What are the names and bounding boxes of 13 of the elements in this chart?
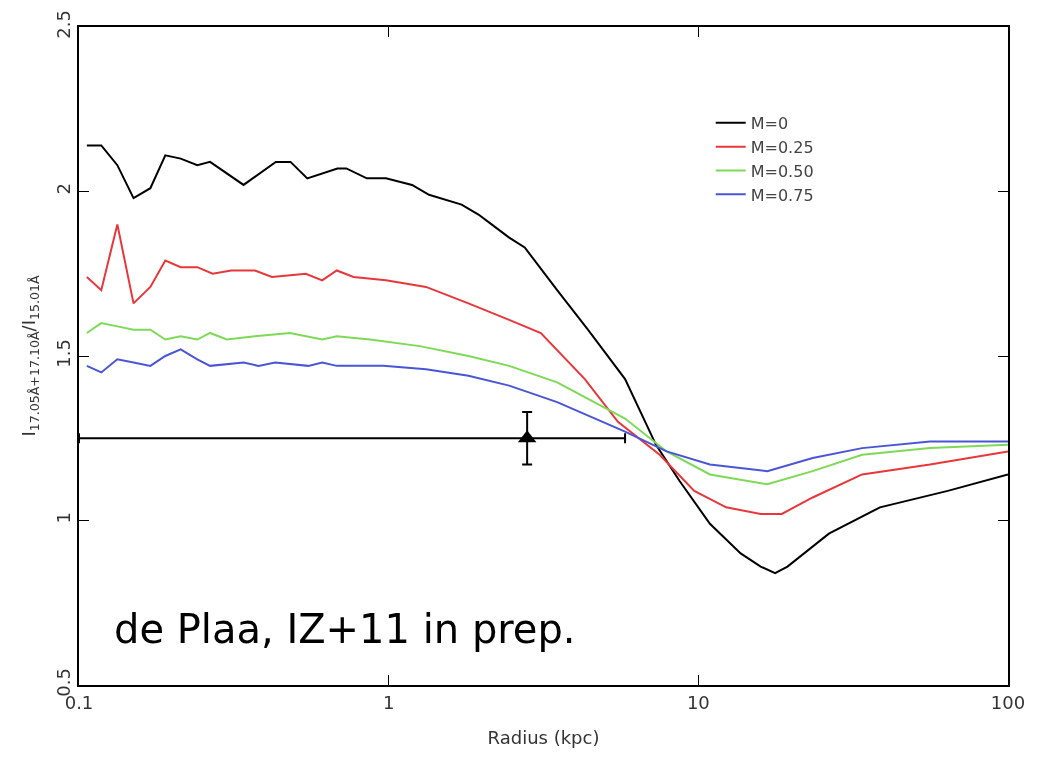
y-tick-label: 1	[52, 512, 74, 524]
x-tick-label: 10	[686, 691, 710, 713]
legend-label: M=0.50	[750, 161, 814, 181]
y-tick-label: 1.5	[52, 338, 74, 368]
legend-label: M=0.75	[750, 185, 814, 205]
legend-label: M=0	[750, 114, 789, 134]
x-tick-label: 1	[382, 691, 395, 713]
annotation: de Plaa, IZ+11 in prep.	[114, 606, 576, 652]
x-axis-title: Radius (kpc)	[487, 727, 600, 749]
y-tick-label: 2	[52, 183, 74, 195]
y-tick-label: 2.5	[52, 9, 74, 39]
legend-label: M=0.25	[750, 137, 814, 157]
x-tick-label: 100	[990, 691, 1026, 713]
